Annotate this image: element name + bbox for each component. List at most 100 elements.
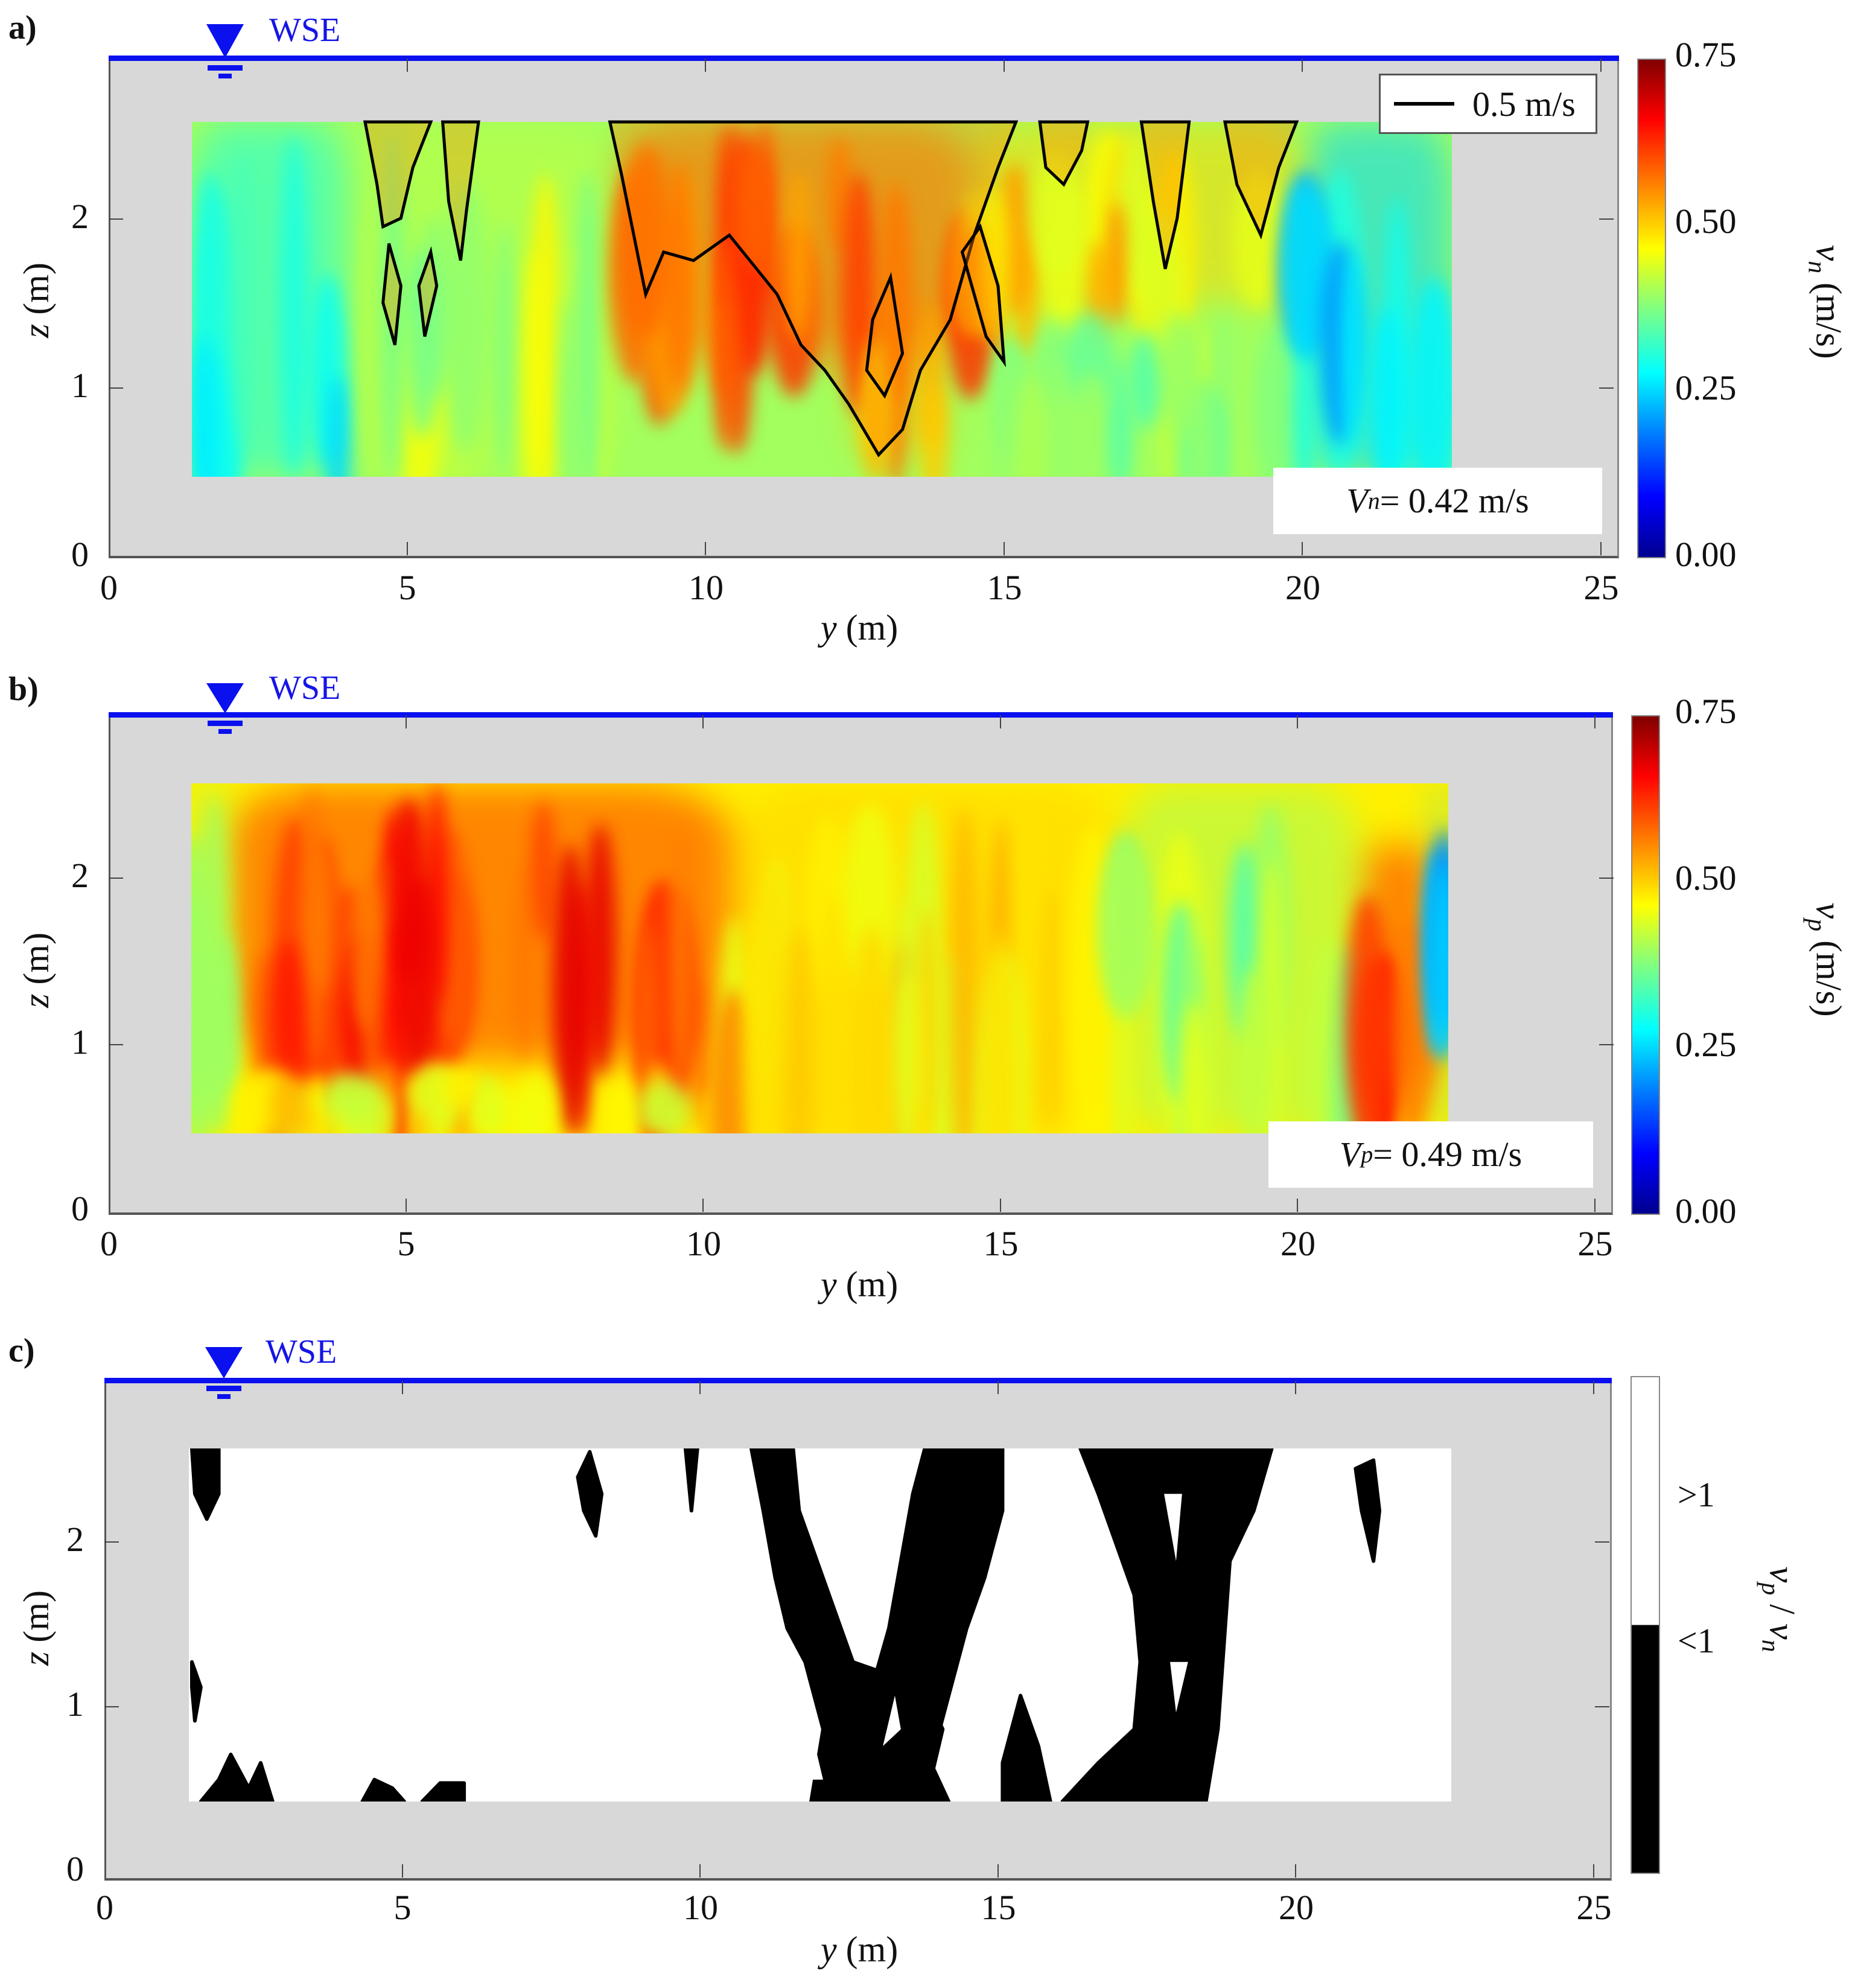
field-streak — [980, 186, 1010, 344]
z-tick-mark — [1599, 387, 1614, 389]
wse-symbol-icon — [206, 683, 244, 734]
field-streak — [1341, 249, 1361, 454]
x-tick-mark — [1592, 1381, 1594, 1394]
x-tick-mark — [1592, 1864, 1594, 1878]
x-tick-mark — [1600, 542, 1602, 555]
field-streak — [638, 1081, 690, 1133]
contour-0-5 — [363, 120, 433, 229]
colorbar-a — [1637, 59, 1666, 558]
ratio-lt1-region — [683, 1448, 699, 1513]
z-tick-mark — [1599, 218, 1614, 220]
ratio-gt1-hole — [883, 1695, 901, 1747]
field-streak — [552, 844, 589, 1133]
colorbar-label-a: vn (m/s) — [1802, 245, 1849, 378]
x-tick-mark — [1302, 542, 1303, 555]
xlabel-var: y — [821, 1264, 837, 1304]
ratio-lt1-region — [189, 1448, 221, 1521]
cbar-tick-b-075: 0.75 — [1675, 692, 1737, 731]
cbar-tick-c-lt1: <1 — [1678, 1621, 1715, 1660]
velocity-field-b — [191, 783, 1448, 1133]
cbar-tick-a-025: 0.25 — [1675, 368, 1737, 407]
xlabel-b: y (m) — [821, 1266, 898, 1302]
ylabel-unit: (m) — [16, 263, 56, 324]
ratio-lt1-region — [189, 1660, 203, 1723]
ylabel-unit: (m) — [16, 932, 56, 994]
cb-unit: (m/s) — [1809, 273, 1849, 359]
x-tick-mark — [406, 542, 408, 555]
cbar-tick-b-025: 0.25 — [1675, 1025, 1737, 1064]
field-streak — [669, 821, 693, 1093]
field-streak — [476, 1089, 506, 1133]
x-tick-label: 20 — [1279, 1888, 1314, 1927]
wse-label-b: WSE — [269, 669, 341, 707]
x-tick-label: 10 — [683, 1888, 718, 1927]
field-streak — [949, 806, 979, 1133]
annot-sub: n — [1367, 487, 1380, 514]
cb-var: v — [1809, 902, 1849, 919]
contour-0-5 — [1223, 120, 1299, 240]
ylabel-c: z (m) — [16, 1590, 56, 1666]
z-tick-label: 1 — [71, 366, 89, 405]
ylabel-unit: (m) — [16, 1590, 56, 1652]
cb-var1: v — [1762, 1566, 1802, 1583]
z-tick-mark — [109, 1044, 123, 1045]
cb-sub: p — [1802, 919, 1831, 932]
contour-0-5 — [608, 120, 1019, 457]
x-tick-mark — [1600, 59, 1602, 72]
z-tick-mark — [104, 1706, 119, 1707]
x-tick-mark — [699, 1864, 701, 1878]
x-tick-label: 25 — [1583, 568, 1619, 607]
x-tick-label: 5 — [393, 1888, 412, 1927]
x-tick-label: 15 — [981, 1888, 1016, 1927]
ylabel-var: z — [16, 993, 56, 1008]
x-tick-label: 0 — [96, 1888, 113, 1927]
z-tick-label: 1 — [66, 1684, 84, 1724]
x-tick-mark — [1295, 1864, 1296, 1878]
x-tick-label: 10 — [686, 1224, 721, 1263]
x-tick-label: 15 — [983, 1224, 1019, 1263]
x-tick-mark — [405, 715, 407, 728]
x-tick-mark — [999, 1199, 1001, 1212]
annot-var: V — [1346, 481, 1368, 520]
colorbar-b — [1631, 715, 1660, 1215]
ratio-gt1-hole — [1170, 1661, 1188, 1713]
z-tick-mark — [1595, 1706, 1609, 1707]
ylabel-b: z (m) — [16, 932, 56, 1008]
z-tick-label: 0 — [66, 1849, 84, 1888]
xlabel-unit: (m) — [836, 1929, 899, 1969]
legend-label: 0.5 m/s — [1472, 84, 1576, 124]
xlabel-unit: (m) — [836, 608, 899, 648]
field-streak — [1344, 894, 1392, 1133]
field-streak — [398, 876, 438, 1089]
x-tick-mark — [699, 1381, 701, 1394]
x-tick-label: 15 — [987, 568, 1022, 607]
contour-lines-a — [363, 120, 1299, 457]
x-tick-label: 5 — [398, 568, 416, 607]
ylabel-var: z — [16, 1651, 56, 1666]
contour-0-5 — [441, 120, 480, 261]
x-tick-mark — [997, 1864, 999, 1878]
field-streak — [495, 222, 514, 477]
cbar-tick-c-gt1: >1 — [1678, 1475, 1715, 1514]
field-streak — [442, 1069, 480, 1109]
field-streak — [270, 1078, 309, 1133]
ylabel-var: z — [16, 323, 56, 338]
xlabel-a: y (m) — [821, 610, 898, 646]
contour-0-5 — [381, 243, 402, 346]
ylabel-a: z (m) — [16, 263, 56, 338]
x-tick-mark — [705, 59, 706, 72]
x-tick-mark — [401, 1864, 403, 1878]
ratio-lt1-region — [905, 1677, 945, 1782]
field-streak — [1033, 889, 1066, 1130]
cbar-tick-a-050: 0.50 — [1675, 202, 1737, 241]
field-streak — [1369, 307, 1405, 477]
z-tick-label: 2 — [71, 856, 89, 895]
x-tick-label: 20 — [1285, 568, 1320, 607]
z-tick-mark — [109, 387, 123, 389]
field-streak — [1030, 150, 1081, 278]
annot-sub: p — [1361, 1141, 1373, 1168]
cb-sub: n — [1802, 261, 1831, 274]
contour-0-5 — [865, 272, 905, 399]
field-streak — [621, 144, 672, 339]
